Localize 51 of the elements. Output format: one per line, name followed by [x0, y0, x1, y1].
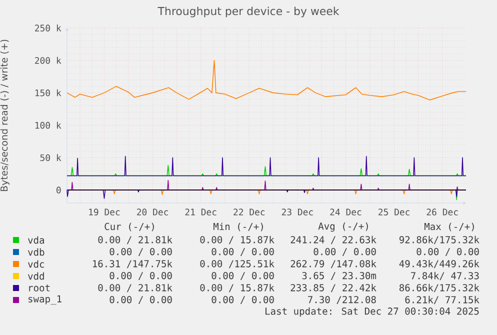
text: 0.00 / 21.81k	[98, 284, 172, 292]
text: 0.00 / 0.00	[110, 248, 172, 256]
y-tick-label: 150 k	[35, 89, 62, 96]
text: 86.66k/175.32k	[399, 284, 480, 292]
text: 0.00 / 0.00	[110, 272, 172, 280]
text: 6.21k/ 77.15k	[405, 296, 480, 304]
y-tick-label: 200 k	[35, 56, 62, 64]
text: Avg (-/+)	[318, 222, 368, 232]
x-tick-label: 19 Dec	[89, 208, 120, 216]
y-tick-label: 250 k	[35, 24, 62, 32]
x-tick-label: 24 Dec	[330, 208, 362, 216]
y-axis-title: Bytes/second read (-) / write (+)	[0, 40, 10, 192]
y-tick-label: 50 k	[40, 154, 62, 162]
y-tick-label: 0	[56, 186, 61, 194]
text: Last update: Sat Dec 27 00:30:04 2025	[266, 307, 479, 317]
x-tick-label: 23 Dec	[282, 208, 313, 216]
legend-label: vdb	[28, 248, 44, 256]
text: 7.84k/ 47.33	[411, 272, 479, 280]
legend-label: root	[29, 284, 50, 292]
legend-label: vdc	[28, 260, 44, 268]
text: 233.85 / 22.42k	[290, 284, 376, 292]
text: Min (-/+)	[213, 222, 263, 232]
text: Max (-/+)	[424, 222, 474, 232]
text: 0.00 / 21.81k	[98, 236, 172, 244]
text: 92.86k/175.32k	[399, 236, 480, 244]
text: 0.00 / 0.00	[110, 296, 172, 304]
text: 0.00 / 15.87k	[200, 236, 274, 244]
y-tick-label: 100 k	[35, 122, 62, 129]
text: Cur (-/+)	[104, 222, 154, 232]
legend-label: vda	[28, 236, 44, 244]
legend-label: vdd	[28, 272, 44, 280]
legend-label: swap_1	[28, 295, 62, 305]
text: 0.00 / 0.00	[314, 248, 376, 256]
text: 3.65 / 23.30m	[302, 272, 376, 280]
text: 49.43k/449.26k	[399, 260, 480, 268]
x-tick-label: 21 Dec	[185, 208, 216, 216]
chart-title: Throughput per device - by week	[158, 6, 340, 18]
text: 0.00 / 15.87k	[200, 284, 274, 292]
x-tick-label: 25 Dec	[378, 208, 410, 216]
text: 16.31 /147.75k	[93, 260, 172, 268]
text: 0.00 / 0.00	[416, 248, 479, 256]
text: 0.00 / 0.00	[212, 296, 274, 304]
text: 262.79 /147.08k	[290, 260, 376, 268]
x-tick-label: 22 Dec	[234, 208, 265, 216]
text: 7.30 /212.08	[308, 296, 376, 304]
text: 0.00 / 0.00	[212, 272, 274, 280]
x-tick-label: 20 Dec	[137, 208, 168, 216]
text: 0.00 / 0.00	[212, 248, 274, 256]
x-tick-label: 26 Dec	[426, 208, 458, 216]
text: 241.24 / 22.63k	[290, 236, 376, 244]
text: 0.00 /125.51k	[200, 260, 274, 268]
